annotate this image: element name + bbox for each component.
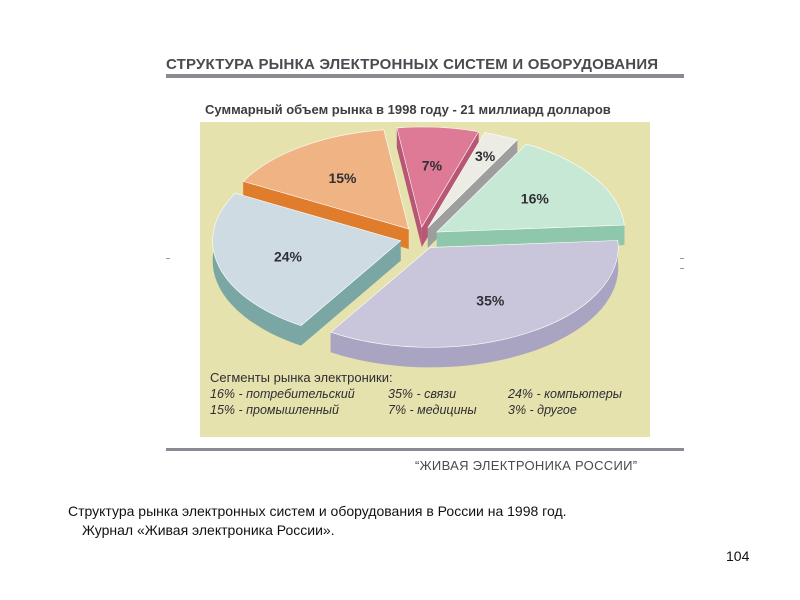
source-rule xyxy=(166,448,684,451)
caption-line-1: Структура рынка электронных систем и обо… xyxy=(68,503,567,519)
tick-mark-left xyxy=(166,258,170,259)
pie-slice-wall xyxy=(330,240,619,368)
pie-slice-cut-start xyxy=(301,240,401,346)
legend-title: Сегменты рынка электроники: xyxy=(210,370,393,385)
title-rule xyxy=(166,74,684,78)
page-number: 104 xyxy=(726,548,750,564)
legend-entry-industrial: 15% - промышленный xyxy=(210,403,339,417)
caption: Структура рынка электронных систем и обо… xyxy=(68,502,728,540)
pie-label-промышленный: 15% xyxy=(328,170,357,186)
pie-slice-top xyxy=(212,192,402,326)
pie-slice-top xyxy=(396,126,480,228)
tick-mark-right-2 xyxy=(680,268,684,269)
pie-label-компьютеры: 24% xyxy=(274,249,303,265)
figure-title: СТРУКТУРА РЫНКА ЭЛЕКТРОННЫХ СИСТЕМ И ОБО… xyxy=(166,56,659,73)
pie-label-потребительский: 16% xyxy=(521,191,550,207)
pie-slice-top xyxy=(330,240,619,348)
chart-title: Суммарный объем рынка в 1998 году - 21 м… xyxy=(205,102,611,117)
pie-slice-промышленный: 15% xyxy=(242,129,410,249)
tick-mark-right xyxy=(680,258,684,259)
legend-entry-communications: 35% - связи xyxy=(388,387,457,401)
legend-entry-consumer: 16% - потребительский xyxy=(210,387,355,401)
pie-label-медицины: 7% xyxy=(422,157,443,173)
legend: Сегменты рынка электроники: 16% - потреб… xyxy=(210,370,658,417)
pie-slice-top xyxy=(427,132,518,229)
legend-entry-medical: 7% - медицины xyxy=(388,403,477,417)
pie-slice-cut-start xyxy=(396,127,422,248)
caption-line-2: Журнал «Живая электроника России». xyxy=(82,522,335,538)
pie-slice-top xyxy=(242,129,410,230)
pie-slice-wall xyxy=(212,193,301,346)
legend-entry-computers: 24% - компьютеры xyxy=(508,387,622,401)
pie-label-связи: 35% xyxy=(476,293,505,309)
pie-slice-компьютеры: 24% xyxy=(212,192,402,346)
source-label: “ЖИВАЯ ЭЛЕКТРОНИКА РОССИИ” xyxy=(415,458,638,473)
pie-label-другое: 3% xyxy=(475,148,496,164)
legend-entry-other: 3% - другое xyxy=(508,403,577,417)
pie-slice-связи: 35% xyxy=(330,240,619,368)
pie-slice-top xyxy=(436,143,625,233)
